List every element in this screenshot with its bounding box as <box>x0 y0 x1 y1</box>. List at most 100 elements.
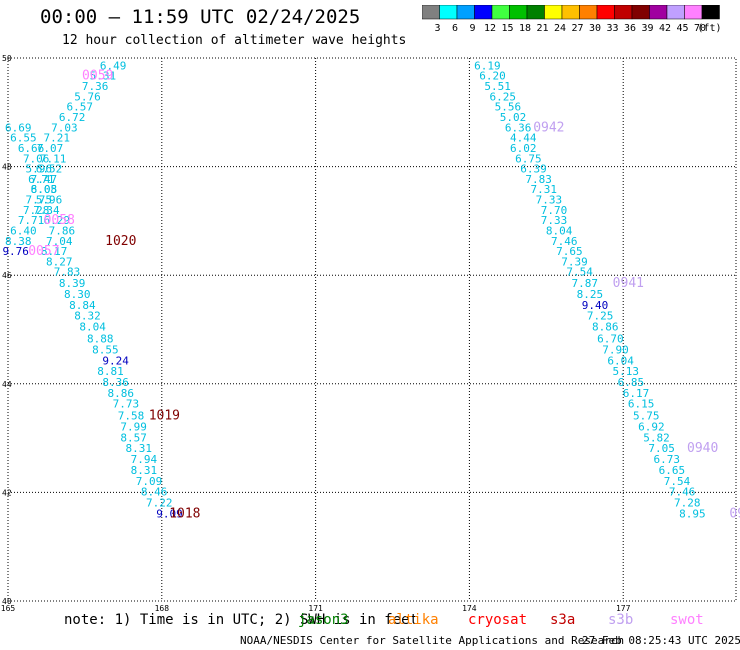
pass-time-label: 0942 <box>533 120 564 135</box>
wave-height-value: 6.08 <box>31 183 58 196</box>
wave-height-value: 6.04 <box>607 354 634 367</box>
wave-height-value: 6.19 <box>474 59 501 72</box>
wave-height-value: 7.87 <box>572 277 599 290</box>
pass-time-label: 0058 <box>44 213 75 228</box>
wave-height-value: 6.57 <box>67 101 94 114</box>
wave-height-value: 6.40 <box>10 224 37 237</box>
wave-height-value: 8.88 <box>87 333 114 346</box>
wave-height-value: 8.32 <box>74 310 101 323</box>
wave-height-value: 8.04 <box>79 321 106 334</box>
lon-label: 165 <box>1 604 16 612</box>
wave-height-value: 8.17 <box>41 245 68 258</box>
lat-label: 48 <box>2 163 12 172</box>
satellite-name: swot <box>670 612 704 628</box>
legend-label: 15 <box>501 23 513 33</box>
wave-height-value: 6.55 <box>10 132 37 145</box>
legend-label: 70 <box>694 23 706 33</box>
wave-height-value: 6.36 <box>505 121 532 134</box>
wave-height-value: 8.31 <box>131 464 158 477</box>
wave-height-value: 5.31 <box>90 70 117 83</box>
color-legend: 3 6 9 12 15 18 21 24 27 30 33 36 39 42 45 70(ft) <box>422 5 722 33</box>
lat-label: 40 <box>2 597 12 606</box>
wave-height-value: 7.46 <box>669 486 696 499</box>
wave-height-value: 5.13 <box>613 365 640 378</box>
pass-time-label: 093 <box>729 506 740 521</box>
wave-height-value: 7.75 <box>26 194 53 207</box>
legend-label: 27 <box>571 23 583 33</box>
page-title: 00:00 — 11:59 UTC 02/24/2025 <box>40 6 361 28</box>
wave-height-value: 5.96 <box>36 194 63 207</box>
wave-height-value: 7.11 <box>40 152 67 165</box>
wave-height-value: 8.38 <box>5 235 32 248</box>
wave-height-value: 7.06 <box>23 152 50 165</box>
wave-height-value: 7.58 <box>118 410 145 423</box>
lon-label: 168 <box>155 604 170 612</box>
pass-time-label: 1020 <box>105 234 136 249</box>
wave-height-value: 6.70 <box>597 333 624 346</box>
wave-height-value: 5.56 <box>495 101 522 114</box>
legend-label: 3 <box>434 23 440 33</box>
map-frame <box>7 57 737 602</box>
wave-height-value: 9.09 <box>156 507 183 520</box>
legend-label: 33 <box>606 23 618 33</box>
footer-credit: NOAA/NESDIS Center for Satellite Applica… <box>240 634 625 647</box>
legend-unit: (ft) <box>697 23 721 33</box>
wave-height-value: 8.36 <box>102 376 129 389</box>
wave-height-value: 6.52 <box>36 163 63 176</box>
wave-height-value: 6.20 <box>479 70 506 83</box>
wave-height-value: 5.51 <box>484 80 511 93</box>
wave-height-value: 6.65 <box>659 464 686 477</box>
lon-label: 171 <box>308 604 323 612</box>
legend-label: 30 <box>589 23 601 33</box>
wave-height-value: 7.28 <box>23 204 50 217</box>
lat-label: 44 <box>2 380 12 389</box>
wave-height-value: 7.73 <box>113 398 140 411</box>
wave-height-value: 4.44 <box>510 132 537 145</box>
wave-height-value: 7.31 <box>530 183 557 196</box>
wave-height-value: 7.86 <box>49 224 76 237</box>
wave-height-value: 6.73 <box>654 453 681 466</box>
wave-height-value: 9.76 <box>2 245 29 258</box>
wave-height-value: 6.15 <box>628 398 655 411</box>
satellite-name: cryosat <box>468 612 528 628</box>
wave-height-value: 5.96 <box>26 163 53 176</box>
wave-height-value: 8.57 <box>120 431 147 444</box>
wave-height-value: 7.03 <box>51 121 78 134</box>
legend-label: 6 <box>452 23 458 33</box>
wave-height-value: 7.33 <box>536 194 563 207</box>
legend-label: 21 <box>536 23 548 33</box>
wave-height-value: 8.95 <box>679 507 706 520</box>
wave-height-value: 6.66 <box>18 142 45 155</box>
wave-height-value: 8.86 <box>108 387 135 400</box>
wave-height-value: 6.71 <box>28 173 55 186</box>
pass-time-label: 0940 <box>687 441 718 456</box>
wave-height-value: 7.05 <box>648 442 675 455</box>
wave-height-value: 7.54 <box>664 475 691 488</box>
wave-height-value: 6.17 <box>623 387 650 400</box>
legend-label: 24 <box>554 23 566 33</box>
footer-timestamp: 27 Feb 08:25:43 UTC 2025 <box>582 634 740 647</box>
wave-height-value: 8.39 <box>59 277 86 290</box>
wave-height-value: 7.65 <box>556 245 583 258</box>
lat-label: 46 <box>2 271 12 280</box>
lon-label: 177 <box>616 604 631 612</box>
wave-height-value: 9.24 <box>102 354 129 367</box>
wave-height-value: 7.21 <box>43 132 70 145</box>
wave-height-value: 7.99 <box>120 420 147 433</box>
wave-height-value: 5.75 <box>633 410 660 423</box>
wave-height-value: 6.92 <box>638 420 665 433</box>
satellite-name: s3b <box>608 612 634 628</box>
footer-note: note: 1) Time is in UTC; 2) SWH is in fe… <box>64 612 419 628</box>
wave-height-value: 8.25 <box>577 288 604 301</box>
wave-height-value: 7.25 <box>587 310 614 323</box>
legend-label: 12 <box>484 23 496 33</box>
wave-height-value: 8.81 <box>97 365 124 378</box>
wave-height-value: 6.29 <box>43 214 70 227</box>
wave-height-value: 8.04 <box>546 224 573 237</box>
wave-height-value: 7.04 <box>46 235 73 248</box>
wave-height-value: 7.07 <box>37 142 64 155</box>
page-subtitle: 12 hour collection of altimeter wave hei… <box>62 33 407 48</box>
wave-height-map: 165 168 171 174 1775048464442406.495.317.365… <box>1 54 740 612</box>
wave-height-value: 6.75 <box>515 152 542 165</box>
pass-time-label: 0057 <box>28 244 59 259</box>
